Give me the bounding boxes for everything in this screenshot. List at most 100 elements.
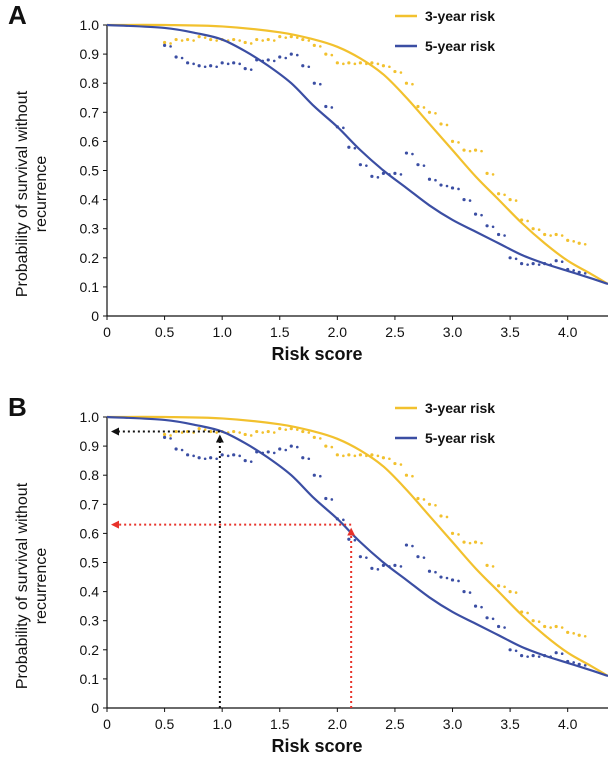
scatter-point xyxy=(249,460,253,463)
scatter-point xyxy=(485,563,489,568)
scatter-point xyxy=(284,428,288,431)
scatter-point xyxy=(266,429,270,434)
scatter-point xyxy=(197,427,201,431)
scatter-point xyxy=(404,81,409,85)
y-tick-label: 0.6 xyxy=(80,133,100,149)
scatter-point xyxy=(243,432,247,437)
scatter-point xyxy=(537,228,541,231)
scatter-point xyxy=(209,64,213,68)
scatter-point xyxy=(307,431,311,434)
scatter-point xyxy=(220,61,224,65)
scatter-point xyxy=(468,199,472,202)
y-tick-label: 0.6 xyxy=(80,525,100,541)
scatter-point xyxy=(491,173,495,176)
scatter-point xyxy=(485,171,489,176)
scatter-point xyxy=(468,541,472,545)
scatter-point xyxy=(549,626,552,629)
scatter-point xyxy=(427,110,432,114)
scatter-point xyxy=(261,39,265,42)
scatter-point xyxy=(261,431,265,434)
scatter-point xyxy=(162,43,167,47)
scatter-point xyxy=(445,184,449,188)
scatter-point xyxy=(174,429,178,434)
y-tick-label: 1.0 xyxy=(80,17,100,33)
scatter-point xyxy=(330,498,334,501)
scatter-point xyxy=(462,590,466,594)
scatter-point xyxy=(307,39,311,42)
scatter-point xyxy=(549,234,552,237)
scatter-point xyxy=(295,36,299,39)
x-tick-label: 1.5 xyxy=(270,324,290,340)
scatter-point xyxy=(215,431,218,434)
scatter-point xyxy=(520,654,524,658)
legend-label: 5-year risk xyxy=(425,38,495,54)
scatter-point xyxy=(353,62,357,66)
scatter-point xyxy=(427,177,432,181)
scatter-point xyxy=(186,37,190,42)
series-line xyxy=(106,415,608,678)
scatter-point xyxy=(278,35,282,39)
scatter-point xyxy=(554,232,558,237)
scatter-point xyxy=(468,149,472,153)
chart-panel-a: A Probability of survival without recurr… xyxy=(0,0,608,386)
scatter-point xyxy=(358,453,362,457)
scatter-point xyxy=(450,139,455,143)
scatter-point xyxy=(450,531,455,535)
scatter-point xyxy=(192,39,195,42)
scatter-point xyxy=(226,62,230,66)
scatter-point xyxy=(347,537,351,541)
scatter-point xyxy=(365,164,368,167)
scatter-point xyxy=(411,474,414,478)
scatter-point xyxy=(427,569,432,573)
scatter-point xyxy=(457,533,460,536)
scatter-point xyxy=(422,556,426,559)
scatter-point xyxy=(342,62,345,66)
scatter-point xyxy=(381,456,386,460)
y-tick-label: 0.1 xyxy=(80,671,100,687)
chart-svg: 0 0.1 0.2 0.3 0.4 0.5 0.6 0.7 0.8 0.9 1.0 0 0.5 1.0 1.… xyxy=(80,400,608,732)
scatter-point xyxy=(174,447,178,451)
x-tick-label: 1.0 xyxy=(212,716,232,732)
x-axis-label: Risk score xyxy=(271,736,363,756)
scatter-point xyxy=(473,540,478,544)
scatter-point xyxy=(411,544,414,548)
scatter-point xyxy=(347,453,351,457)
scatter-point xyxy=(439,514,443,518)
scatter-point xyxy=(238,454,241,458)
y-tick-label: 0 xyxy=(91,308,99,324)
scatter-point xyxy=(583,242,587,246)
scatter-point xyxy=(427,502,432,506)
scatter-point xyxy=(399,565,403,568)
scatter-point xyxy=(232,453,236,457)
scatter-point xyxy=(514,199,518,202)
scatter-point xyxy=(169,45,172,48)
scatter-point xyxy=(520,262,524,266)
scatter-point xyxy=(376,62,380,66)
scatter-point xyxy=(342,126,345,130)
scatter-point xyxy=(457,187,460,191)
scatter-point xyxy=(197,456,201,460)
scatter-point xyxy=(439,122,443,126)
panel-label: B xyxy=(8,392,27,422)
scatter-point xyxy=(353,538,357,542)
scatter-point xyxy=(312,43,316,47)
scatter-point xyxy=(554,259,558,263)
x-tick-label: 0 xyxy=(103,716,111,732)
y-tick-label: 0.2 xyxy=(80,250,100,266)
x-tick-label: 3.0 xyxy=(443,716,463,732)
scatter-point xyxy=(496,624,501,629)
scatter-point xyxy=(560,234,564,237)
scatter-point xyxy=(537,263,541,266)
scatter-point xyxy=(255,429,259,434)
scatter-point xyxy=(255,37,259,42)
scatter-point xyxy=(289,444,293,448)
scatter-point xyxy=(439,575,443,579)
scatter-point xyxy=(583,272,587,275)
x-tick-label: 1.5 xyxy=(270,716,290,732)
panel-label: A xyxy=(8,0,27,30)
scatter-point xyxy=(370,566,374,570)
scatter-point xyxy=(324,104,328,109)
scatter-point xyxy=(480,605,483,609)
scatter-point xyxy=(480,541,483,545)
scatter-point xyxy=(503,585,506,589)
